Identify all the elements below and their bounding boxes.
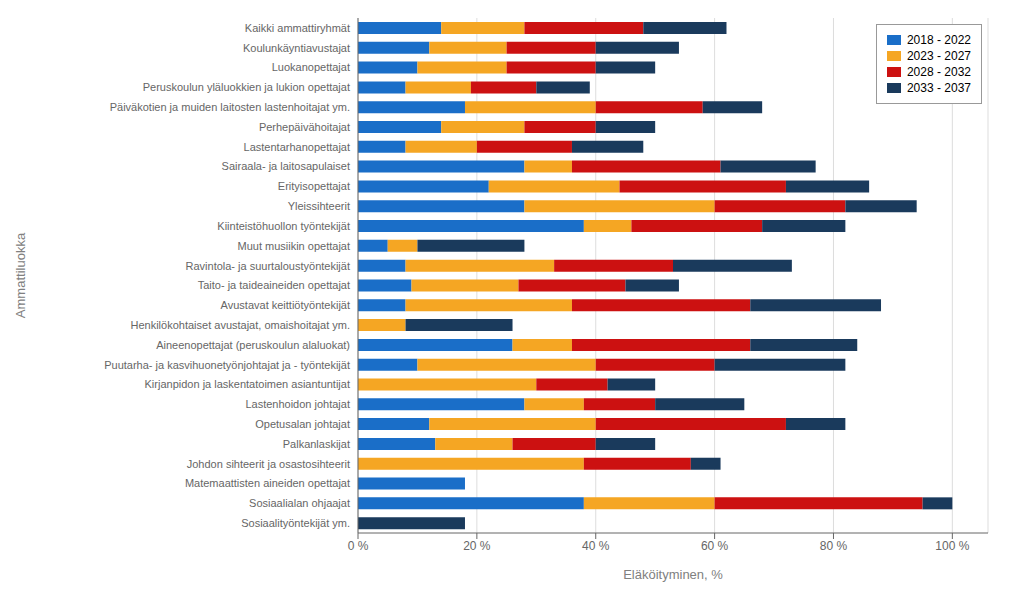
svg-text:Kiinteistöhuollon työntekijät: Kiinteistöhuollon työntekijät — [217, 220, 350, 232]
svg-text:Henkilökohtaiset avustajat, om: Henkilökohtaiset avustajat, omaishoitaja… — [131, 319, 351, 331]
svg-text:Peruskoulun yläluokkien ja luk: Peruskoulun yläluokkien ja lukion opetta… — [143, 81, 350, 93]
svg-text:Perhepäivähoitajat: Perhepäivähoitajat — [259, 121, 350, 133]
svg-text:Muut musiikin opettajat: Muut musiikin opettajat — [238, 240, 351, 252]
svg-text:Eläköityminen, %: Eläköityminen, % — [623, 567, 723, 582]
svg-text:Ammattiluokka: Ammattiluokka — [13, 232, 28, 318]
svg-text:Palkanlaskijat: Palkanlaskijat — [283, 438, 350, 450]
html-text:2033 - 2037: 2033 - 2037 — [906, 81, 971, 95]
svg-text:80 %: 80 % — [820, 539, 848, 553]
html-text:2023 - 2027: 2023 - 2027 — [906, 49, 971, 63]
svg-text:Avustavat keittiötyöntekijät: Avustavat keittiötyöntekijät — [221, 299, 350, 311]
html-text:2018 - 2022: 2018 - 2022 — [906, 33, 971, 47]
svg-text:Kaikki ammattiryhmät: Kaikki ammattiryhmät — [245, 22, 350, 34]
svg-text:Ravintola- ja suurtaloustyönte: Ravintola- ja suurtaloustyöntekijät — [186, 260, 350, 272]
svg-text:Sosiaalialan ohjaajat: Sosiaalialan ohjaajat — [249, 497, 350, 509]
svg-text:40 %: 40 % — [582, 539, 610, 553]
svg-text:Matemaattisten aineiden opetta: Matemaattisten aineiden opettajat — [185, 477, 350, 489]
html-text:2028 - 2032: 2028 - 2032 — [906, 65, 971, 79]
svg-text:Lastenhoidon johtajat: Lastenhoidon johtajat — [245, 398, 350, 410]
svg-text:0 %: 0 % — [348, 539, 369, 553]
svg-text:Luokanopettajat: Luokanopettajat — [272, 61, 350, 73]
svg-text:Erityisopettajat: Erityisopettajat — [278, 180, 350, 192]
svg-text:Kirjanpidon ja laskentatoimen: Kirjanpidon ja laskentatoimen asiantunti… — [145, 378, 350, 390]
svg-text:20 %: 20 % — [463, 539, 491, 553]
svg-text:Yleissihteerit: Yleissihteerit — [288, 200, 350, 212]
svg-text:Sosiaalityöntekijät ym.: Sosiaalityöntekijät ym. — [241, 517, 350, 529]
svg-text:60 %: 60 % — [701, 539, 729, 553]
svg-text:Taito- ja taideaineiden opetta: Taito- ja taideaineiden opettajat — [198, 279, 350, 291]
svg-text:Opetusalan johtajat: Opetusalan johtajat — [255, 418, 350, 430]
svg-text:Koulunkäyntiavustajat: Koulunkäyntiavustajat — [243, 42, 350, 54]
svg-text:Johdon sihteerit ja osastosiht: Johdon sihteerit ja osastosihteerit — [187, 458, 350, 470]
svg-text:Lastentarhanopettajat: Lastentarhanopettajat — [244, 141, 350, 153]
svg-text:Päiväkotien ja muiden laitoste: Päiväkotien ja muiden laitosten lastenho… — [110, 101, 350, 113]
svg-text:Puutarha- ja kasvihuonetyönjoh: Puutarha- ja kasvihuonetyönjohtajat ja -… — [104, 359, 350, 371]
svg-text:Sairaala- ja laitosapulaiset: Sairaala- ja laitosapulaiset — [222, 160, 350, 172]
svg-text:Aineenopettajat (peruskoulun a: Aineenopettajat (peruskoulun alaluokat) — [156, 339, 350, 351]
svg-text:100 %: 100 % — [935, 539, 969, 553]
